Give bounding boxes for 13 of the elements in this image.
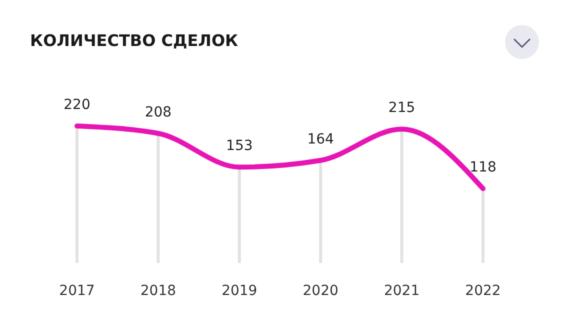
x-tick-label: 2021 (384, 283, 420, 299)
data-label: 208 (144, 104, 172, 120)
x-tick-label: 2018 (140, 283, 176, 299)
chart-title: КОЛИЧЕСТВО СДЕЛОК (30, 31, 238, 50)
data-label: 153 (226, 138, 253, 154)
data-label: 215 (388, 100, 416, 116)
x-tick-label: 2020 (302, 283, 338, 299)
x-tick-label: 2017 (59, 283, 95, 299)
x-tick-label: 2022 (465, 283, 501, 299)
data-label: 118 (470, 160, 496, 176)
data-label: 220 (64, 97, 90, 113)
data-label: 164 (307, 131, 334, 148)
x-tick-label: 2019 (222, 283, 258, 299)
